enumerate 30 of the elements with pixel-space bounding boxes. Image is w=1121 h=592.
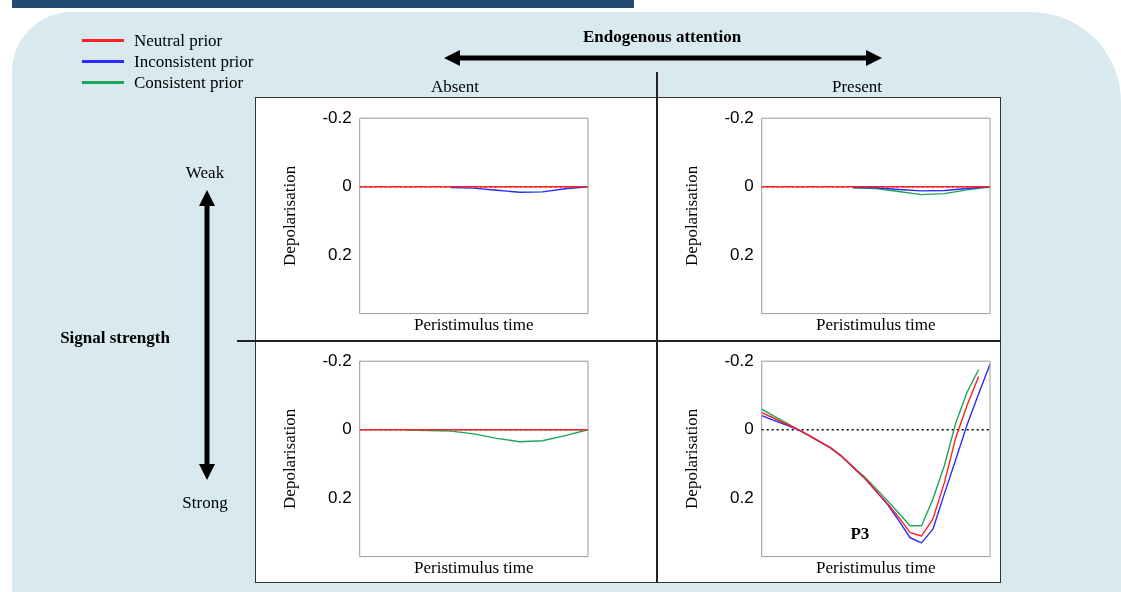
y-tick-label: 0: [342, 176, 352, 196]
x-axis-title: Peristimulus time: [414, 558, 534, 578]
x-axis-title: Peristimulus time: [816, 558, 936, 578]
chart-title: Absent: [430, 77, 480, 97]
y-axis-title: Depolarisation: [279, 408, 299, 509]
x-axis-title: Peristimulus time: [816, 315, 936, 335]
y-tick-label: 0: [744, 176, 754, 196]
y-tick-label: -0.2: [322, 107, 352, 127]
legend-label: Inconsistent prior: [134, 51, 254, 72]
text: Signal strength: [60, 328, 170, 348]
legend-label: Consistent prior: [134, 72, 244, 93]
y-tick-label: 0.2: [730, 488, 754, 508]
y-axis-title: Depolarisation: [279, 165, 299, 266]
y-axis-title: Depolarisation: [681, 408, 701, 509]
y-tick-label: -0.2: [724, 350, 754, 370]
y-tick-label: -0.2: [322, 350, 352, 370]
text: Weak: [185, 163, 225, 183]
text: Endogenous attention: [582, 27, 742, 47]
annotation: P3: [850, 524, 870, 544]
y-tick-label: 0.2: [730, 245, 754, 265]
y-tick-label: 0.2: [328, 488, 352, 508]
chart-title: Present: [831, 77, 883, 97]
x-axis-title: Peristimulus time: [414, 315, 534, 335]
text: Strong: [182, 493, 228, 513]
y-tick-label: 0: [342, 419, 352, 439]
y-axis-title: Depolarisation: [681, 165, 701, 266]
legend-label: Neutral prior: [134, 30, 223, 51]
y-tick-label: -0.2: [724, 107, 754, 127]
y-tick-label: 0.2: [328, 245, 352, 265]
y-tick-label: 0: [744, 419, 754, 439]
